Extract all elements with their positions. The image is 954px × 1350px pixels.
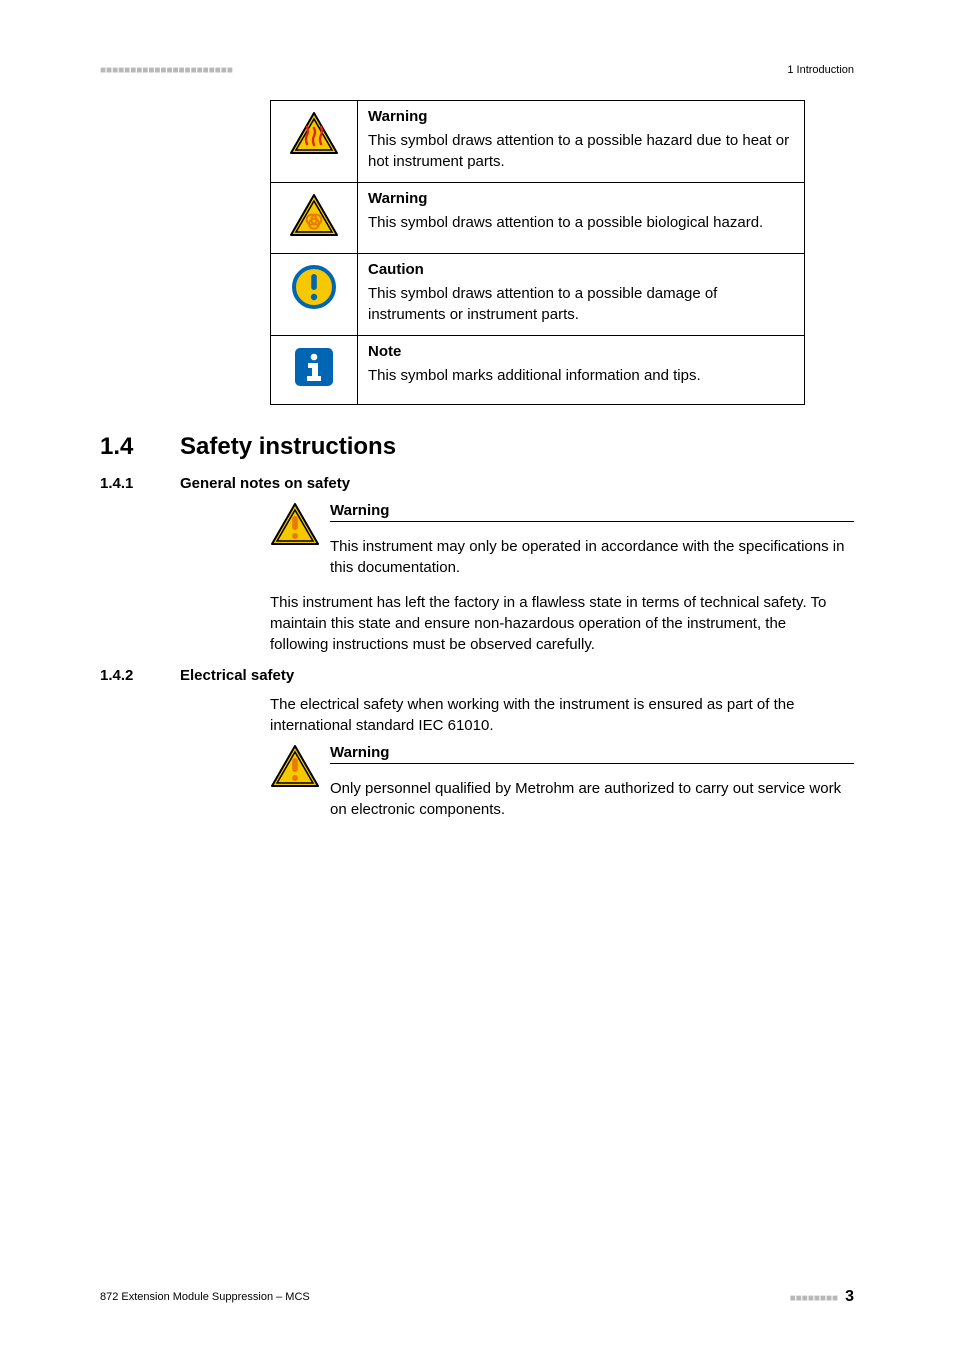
row-title: Warning [368, 107, 794, 127]
warning-label: Warning [330, 502, 389, 519]
heat-warning-text-cell: Warning This symbol draws attention to a… [358, 101, 805, 183]
symbol-legend-table: Warning This symbol draws attention to a… [270, 100, 805, 405]
subsection-title: Electrical safety [180, 667, 294, 684]
row-title: Caution [368, 260, 794, 280]
warning-divider [330, 763, 854, 764]
biohazard-text-cell: Warning This symbol draws attention to a… [358, 182, 805, 253]
note-icon-cell [271, 335, 358, 404]
heat-warning-icon [289, 111, 339, 155]
biohazard-warning-icon [289, 193, 339, 237]
warning-triangle-icon [270, 502, 320, 551]
table-row: Warning This symbol draws attention to a… [271, 182, 805, 253]
section-heading: 1.4 Safety instructions [100, 433, 854, 461]
note-icon [293, 346, 335, 388]
row-body: This symbol draws attention to a possibl… [368, 213, 794, 233]
row-title: Note [368, 342, 794, 362]
table-row: Warning This symbol draws attention to a… [271, 101, 805, 183]
row-title: Warning [368, 189, 794, 209]
page: ■■■■■■■■■■■■■■■■■■■■■■ 1 Introduction Wa… [0, 0, 954, 1350]
footer-doc-title: 872 Extension Module Suppression – MCS [100, 1291, 310, 1303]
biohazard-icon-cell [271, 182, 358, 253]
warning-label: Warning [330, 744, 389, 761]
warning-block-general: Warning This instrument may only be oper… [270, 502, 854, 578]
note-text-cell: Note This symbol marks additional inform… [358, 335, 805, 404]
row-body: This symbol draws attention to a possibl… [368, 131, 794, 172]
table-row: Note This symbol marks additional inform… [271, 335, 805, 404]
warning-body: This instrument may only be operated in … [330, 536, 854, 578]
warning-divider [330, 521, 854, 522]
section-title: Safety instructions [180, 433, 396, 461]
subsection-number: 1.4.1 [100, 475, 180, 492]
subsection-heading: 1.4.2 Electrical safety [100, 667, 854, 684]
footer-ornament-right: ■■■■■■■■ [790, 1293, 838, 1304]
subsection-heading: 1.4.1 General notes on safety [100, 475, 854, 492]
body-paragraph: This instrument has left the factory in … [270, 592, 830, 655]
section-number: 1.4 [100, 433, 180, 461]
heat-warning-icon-cell [271, 101, 358, 183]
row-body: This symbol draws attention to a possibl… [368, 284, 794, 325]
warning-text-col: Warning This instrument may only be oper… [330, 502, 854, 578]
row-body: This symbol marks additional information… [368, 366, 794, 386]
warning-block-electrical: Warning Only personnel qualified by Metr… [270, 744, 854, 820]
page-number: 3 [845, 1288, 854, 1305]
header-chapter: 1 Introduction [787, 64, 854, 76]
subsection-number: 1.4.2 [100, 667, 180, 684]
warning-triangle-icon [270, 744, 320, 793]
warning-text-col: Warning Only personnel qualified by Metr… [330, 744, 854, 820]
body-paragraph: The electrical safety when working with … [270, 694, 830, 736]
page-header: ■■■■■■■■■■■■■■■■■■■■■■ 1 Introduction [100, 64, 854, 76]
page-footer: 872 Extension Module Suppression – MCS ■… [100, 1288, 854, 1306]
table-row: Caution This symbol draws attention to a… [271, 254, 805, 336]
warning-body: Only personnel qualified by Metrohm are … [330, 778, 854, 820]
footer-right: ■■■■■■■■ 3 [790, 1288, 854, 1306]
caution-text-cell: Caution This symbol draws attention to a… [358, 254, 805, 336]
subsection-title: General notes on safety [180, 475, 350, 492]
header-ornament-left: ■■■■■■■■■■■■■■■■■■■■■■ [100, 65, 233, 76]
caution-icon-cell [271, 254, 358, 336]
caution-icon [291, 264, 337, 310]
